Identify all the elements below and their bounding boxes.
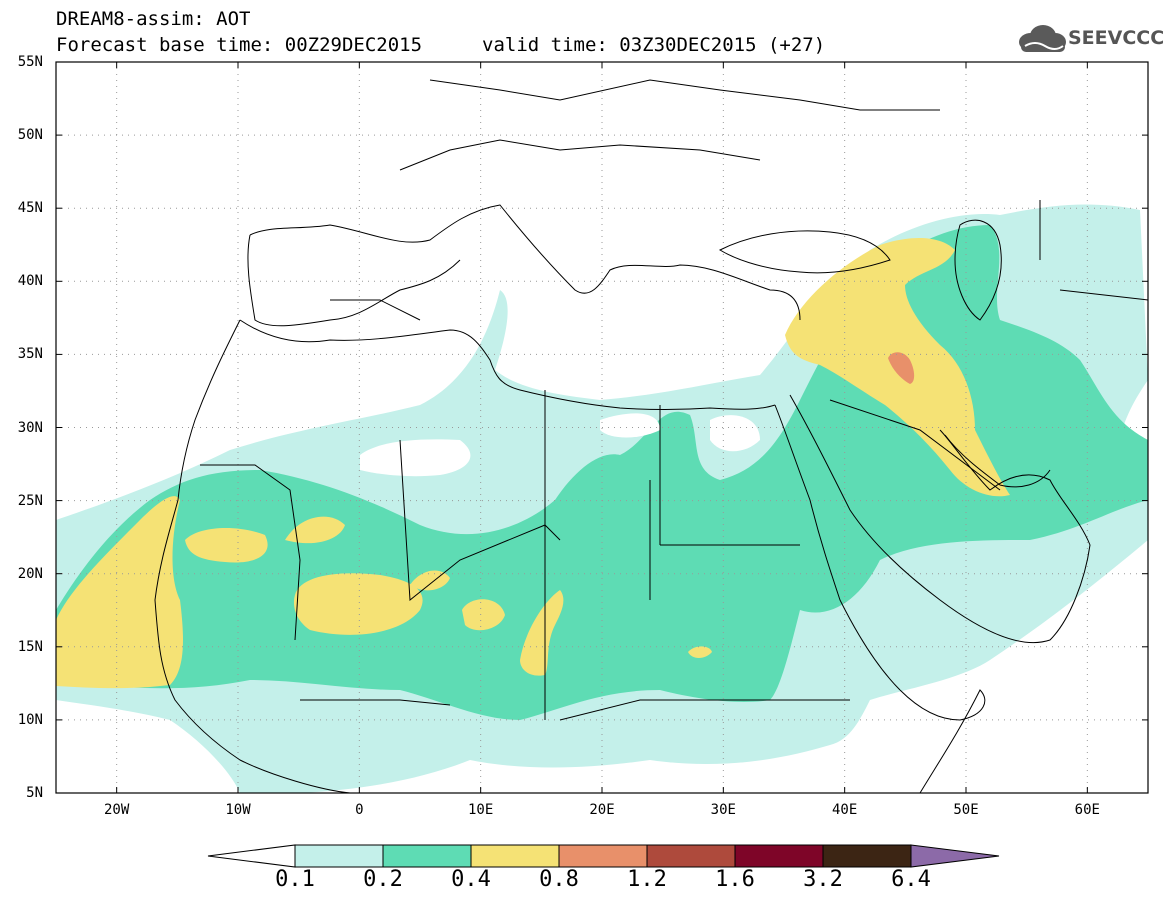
colorbar-segment: [822, 844, 912, 868]
lon-label: 20W: [104, 802, 130, 818]
lon-label: 20E: [589, 802, 615, 818]
aot-band-0.4-westafrica: [56, 496, 183, 689]
forecast-base-time: Forecast base time: 00Z29DEC2015: [56, 34, 423, 56]
lat-label: 45N: [17, 200, 43, 217]
lat-label: 25N: [17, 492, 43, 509]
lat-label: 5N: [26, 785, 43, 801]
seevccc-logo: SEEVCCC: [1068, 27, 1165, 49]
lat-label: 20N: [17, 565, 43, 582]
map-title: DREAM8-assim: AOT: [56, 8, 251, 30]
lat-label: 15N: [17, 638, 43, 655]
valid-time: valid time: 03Z30DEC2015 (+27): [482, 34, 826, 56]
colorbar-segment: [558, 844, 648, 868]
aot-band-0.4-sudan: [520, 590, 564, 676]
coastlines: [154, 79, 1149, 794]
colorbar-segment: [734, 844, 824, 868]
colorbar-label: 0.1: [275, 867, 315, 892]
colorbar-label: 0.8: [539, 867, 579, 892]
lat-label: 40N: [17, 273, 43, 290]
lat-label: 35N: [17, 346, 43, 363]
aot-band-0.4-chad: [462, 599, 505, 631]
lon-label: 40E: [832, 802, 858, 818]
colorbar: [207, 844, 1000, 868]
aot-gap-sahara: [360, 439, 471, 477]
lat-label: 50N: [17, 127, 43, 144]
lon-label: 10E: [468, 802, 494, 818]
lat-label: 55N: [17, 54, 43, 70]
colorbar-label: 1.2: [627, 867, 667, 892]
aot-band-0.4-mali: [293, 573, 423, 635]
colorbar-label: 6.4: [891, 867, 931, 892]
lon-label: 60E: [1074, 802, 1100, 818]
colorbar-label: 0.2: [363, 867, 403, 892]
cloud-logo-icon: [1019, 25, 1066, 52]
aot-band-0.8: [888, 352, 915, 384]
colorbar-label: 1.6: [715, 867, 755, 892]
colorbar-under-triangle: [207, 844, 296, 868]
lon-label: 50E: [953, 802, 979, 818]
axis-ticks: [56, 61, 1148, 794]
lat-label: 10N: [17, 711, 43, 728]
aot-band-0.4-cameroon: [688, 646, 712, 658]
aot-fields: [56, 204, 1148, 793]
colorbar-label: 3.2: [803, 867, 843, 892]
lon-label: 30E: [710, 802, 736, 818]
colorbar-segment: [646, 844, 736, 868]
colorbar-label: 0.4: [451, 867, 491, 892]
aot-band-0.4-mauritania: [185, 528, 268, 563]
lon-label: 10W: [225, 802, 251, 818]
aot-gap-libya: [600, 413, 660, 438]
colorbar-segment: [294, 844, 384, 868]
colorbar-segment: [382, 844, 472, 868]
aot-band-0.4-algeria: [285, 516, 345, 544]
colorbar-segment: [470, 844, 560, 868]
colorbar-over-triangle: [910, 844, 1000, 868]
aot-gap-egypt: [710, 415, 760, 452]
lat-label: 30N: [17, 419, 43, 436]
lon-label: 0: [355, 802, 364, 818]
